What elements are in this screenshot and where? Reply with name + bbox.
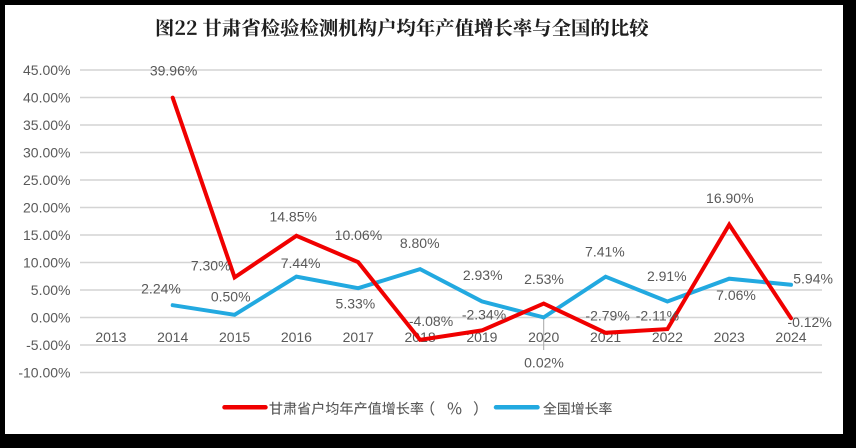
svg-text:2023: 2023 [714, 329, 745, 345]
svg-text:2015: 2015 [219, 329, 250, 345]
svg-text:2024: 2024 [775, 329, 806, 345]
svg-text:0.02%: 0.02% [524, 354, 564, 370]
svg-text:25.00%: 25.00% [23, 172, 70, 188]
svg-text:2022: 2022 [652, 329, 683, 345]
svg-text:5.94%: 5.94% [793, 270, 833, 286]
svg-text:39.96%: 39.96% [150, 63, 197, 79]
svg-text:8.80%: 8.80% [400, 235, 440, 251]
svg-text:20.00%: 20.00% [23, 200, 70, 216]
svg-text:-2.34%: -2.34% [462, 307, 506, 323]
svg-text:15.00%: 15.00% [23, 227, 70, 243]
svg-text:-2.79%: -2.79% [585, 308, 629, 324]
svg-text:7.44%: 7.44% [281, 255, 321, 271]
svg-text:-4.08%: -4.08% [409, 313, 453, 329]
svg-text:2.53%: 2.53% [524, 271, 564, 287]
svg-text:7.41%: 7.41% [585, 244, 625, 260]
svg-text:2.24%: 2.24% [141, 281, 181, 297]
svg-text:2014: 2014 [157, 329, 188, 345]
svg-text:10.06%: 10.06% [335, 227, 382, 243]
svg-text:14.85%: 14.85% [269, 209, 316, 225]
svg-text:40.00%: 40.00% [23, 90, 70, 106]
svg-text:10.00%: 10.00% [23, 255, 70, 271]
svg-text:2016: 2016 [281, 329, 312, 345]
svg-text:7.06%: 7.06% [716, 287, 756, 303]
svg-text:30.00%: 30.00% [23, 145, 70, 161]
svg-text:35.00%: 35.00% [23, 117, 70, 133]
svg-text:5.33%: 5.33% [336, 296, 376, 312]
svg-text:-5.00%: -5.00% [26, 337, 70, 353]
svg-text:5.00%: 5.00% [31, 282, 71, 298]
svg-text:0.00%: 0.00% [31, 310, 71, 326]
svg-text:-2.11%: -2.11% [636, 308, 679, 324]
svg-text:2020: 2020 [528, 329, 559, 345]
svg-text:2017: 2017 [343, 329, 374, 345]
svg-text:0.50%: 0.50% [211, 289, 251, 305]
svg-text:2.93%: 2.93% [463, 267, 503, 283]
svg-text:2.91%: 2.91% [647, 268, 687, 284]
svg-text:16.90%: 16.90% [706, 190, 753, 206]
svg-text:-10.00%: -10.00% [18, 365, 70, 381]
svg-text:7.30%: 7.30% [191, 258, 231, 274]
svg-text:2013: 2013 [95, 329, 126, 345]
svg-text:45.00%: 45.00% [23, 62, 70, 78]
svg-text:-0.12%: -0.12% [787, 314, 831, 330]
